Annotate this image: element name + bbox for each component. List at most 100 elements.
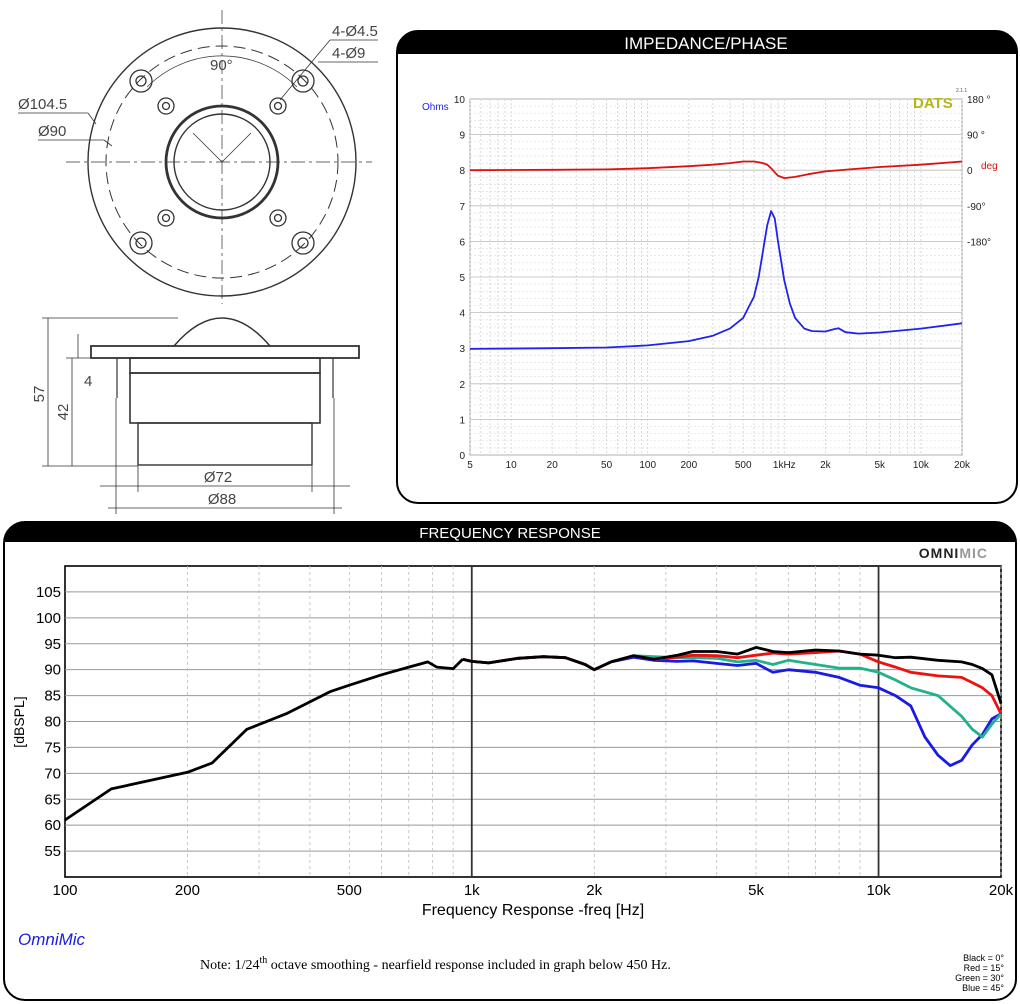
frequency-y-tick: 85	[44, 688, 61, 705]
angle-line-right	[221, 132, 252, 163]
impedance-y-tick: 2	[459, 380, 465, 391]
dome-inner	[173, 113, 271, 211]
mount-holes-small	[157, 97, 287, 227]
leader-outer-2	[87, 112, 97, 125]
frequency-y-tick: 60	[44, 817, 61, 834]
label-angle: 90°	[210, 57, 233, 74]
note-sup: th	[260, 955, 268, 966]
frequency-x-tick: 200	[175, 882, 200, 899]
frequency-x-tick: 20k	[989, 882, 1014, 899]
legend-blue: Blue = 45°	[962, 983, 1004, 993]
dats-logo: DATS	[913, 95, 953, 112]
impedance-y-tick: 8	[459, 166, 465, 177]
impedance-x-tick: 5	[467, 460, 473, 471]
label-height-total: 57	[31, 386, 48, 403]
frequency-y-tick: 105	[36, 584, 61, 601]
impedance-y-tick: 9	[459, 131, 465, 142]
omnimic-label: OmniMic	[18, 930, 86, 949]
omnimic-logo-left: OMNI	[919, 545, 960, 561]
frequency-ylabel: [dBSPL]	[11, 696, 27, 747]
label-bolt-circle: Ø90	[38, 123, 66, 140]
impedance-x-tick: 500	[735, 460, 752, 471]
label-flange-dia: Ø88	[208, 491, 236, 508]
body-upper	[129, 357, 321, 374]
frequency-grid	[64, 565, 1002, 878]
body-main	[129, 372, 321, 424]
frequency-panel: FREQUENCY RESPONSE OMNIMIC 100 200 500 1k 2k…	[3, 521, 1017, 1001]
dome-outer	[164, 104, 280, 220]
response-0deg	[462, 646, 1003, 704]
frequency-y-tick: 75	[44, 739, 61, 756]
impedance-title: IMPEDANCE/PHASE	[624, 34, 787, 53]
top-view	[18, 10, 378, 304]
impedance-y-tick: 5	[459, 273, 465, 284]
label-flange: 4	[84, 373, 92, 390]
frequency-y-tick: 55	[44, 843, 61, 860]
omnimic-logo: OMNIMIC	[919, 545, 988, 561]
impedance-curve	[469, 210, 963, 350]
note-prefix: Note: 1/24	[200, 958, 260, 973]
phase-curve	[469, 160, 963, 179]
smoothing-note: Note: 1/24th octave smoothing - nearfiel…	[200, 955, 671, 973]
angle-line-left	[192, 132, 223, 163]
impedance-x-tick: 5k	[874, 460, 886, 471]
impedance-y-tick: 4	[459, 309, 465, 320]
impedance-tick-labels: 5 10 20 50 100 200 500 1kHz 2k 5k 10k 20k0123456789…	[454, 95, 991, 471]
frequency-y-tick: 90	[44, 662, 61, 679]
label-height-body: 42	[55, 404, 72, 421]
impedance-x-tick: 2k	[820, 460, 832, 471]
frequency-y-tick: 80	[44, 714, 61, 731]
frequency-x-tick: 1k	[464, 882, 480, 899]
mechanical-drawing: 4-Ø4.5 4-Ø9 90° Ø104.5 Ø90 57 42	[18, 10, 378, 514]
impedance-x-tick: 20	[547, 460, 559, 471]
dome-profile	[173, 317, 271, 347]
impedance-y-tick: 1	[459, 415, 465, 426]
impedance-x-tick: 10k	[913, 460, 930, 471]
legend-red: Red = 15°	[964, 963, 1005, 973]
label-holes-large: 4-Ø9	[332, 45, 365, 62]
impedance-grid	[469, 98, 963, 456]
flange-plate	[90, 345, 360, 359]
impedance-y-tick: 0	[459, 451, 465, 462]
frequency-y-tick: 70	[44, 765, 61, 782]
impedance-x-tick: 50	[601, 460, 613, 471]
impedance-title-bar	[397, 31, 1017, 54]
frequency-y-tick: 100	[36, 610, 61, 627]
frequency-tick-labels: 100 200 500 1k 2k 5k 10k 20k 55 60 65 70 75 80 85 90 95 1…	[36, 584, 1014, 899]
impedance-y-tick: 3	[459, 344, 465, 355]
phase-y-tick: -90°	[967, 202, 985, 213]
impedance-ylabel: Ohms	[422, 102, 449, 113]
impedance-x-tick: 100	[639, 460, 656, 471]
frequency-x-tick: 2k	[586, 882, 602, 899]
legend-black: Black = 0°	[963, 953, 1004, 963]
impedance-y-tick: 6	[459, 237, 465, 248]
impedance-y-tick: 10	[454, 95, 466, 106]
frequency-y-tick: 95	[44, 636, 61, 653]
frequency-title-bar	[4, 522, 1016, 543]
omnimic-logo-right: MIC	[959, 545, 988, 561]
nearfield-response	[64, 658, 464, 822]
leader-bolt-2	[103, 139, 113, 147]
legend-green: Green = 30°	[955, 973, 1004, 983]
frequency-x-tick: 500	[337, 882, 362, 899]
impedance-curves	[469, 160, 963, 350]
side-view	[42, 317, 360, 514]
note-suffix: octave smoothing - nearfield response in…	[267, 958, 671, 973]
mount-holes-large	[129, 69, 315, 255]
frequency-x-tick: 100	[52, 882, 77, 899]
impedance-x-tick: 10	[506, 460, 518, 471]
phase-y-tick: 180 °	[967, 95, 990, 106]
frequency-curves	[64, 646, 1003, 822]
side-view-labels: 57 42 4 Ø72 Ø88	[31, 373, 236, 508]
label-holes-small: 4-Ø4.5	[332, 23, 378, 40]
phase-y-tick: 0	[967, 166, 973, 177]
label-outer-dia: Ø104.5	[18, 96, 67, 113]
frequency-title: FREQUENCY RESPONSE	[419, 525, 600, 542]
phase-ylabel: deg	[981, 161, 998, 172]
leader-holes	[279, 39, 331, 101]
impedance-x-tick: 1kHz	[773, 460, 796, 471]
label-body-dia: Ø72	[204, 469, 232, 486]
dats-version: 2.1.1	[956, 88, 967, 94]
impedance-x-tick: 200	[680, 460, 697, 471]
angle-legend: Black = 0° Red = 15° Green = 30° Blue = …	[955, 953, 1004, 993]
